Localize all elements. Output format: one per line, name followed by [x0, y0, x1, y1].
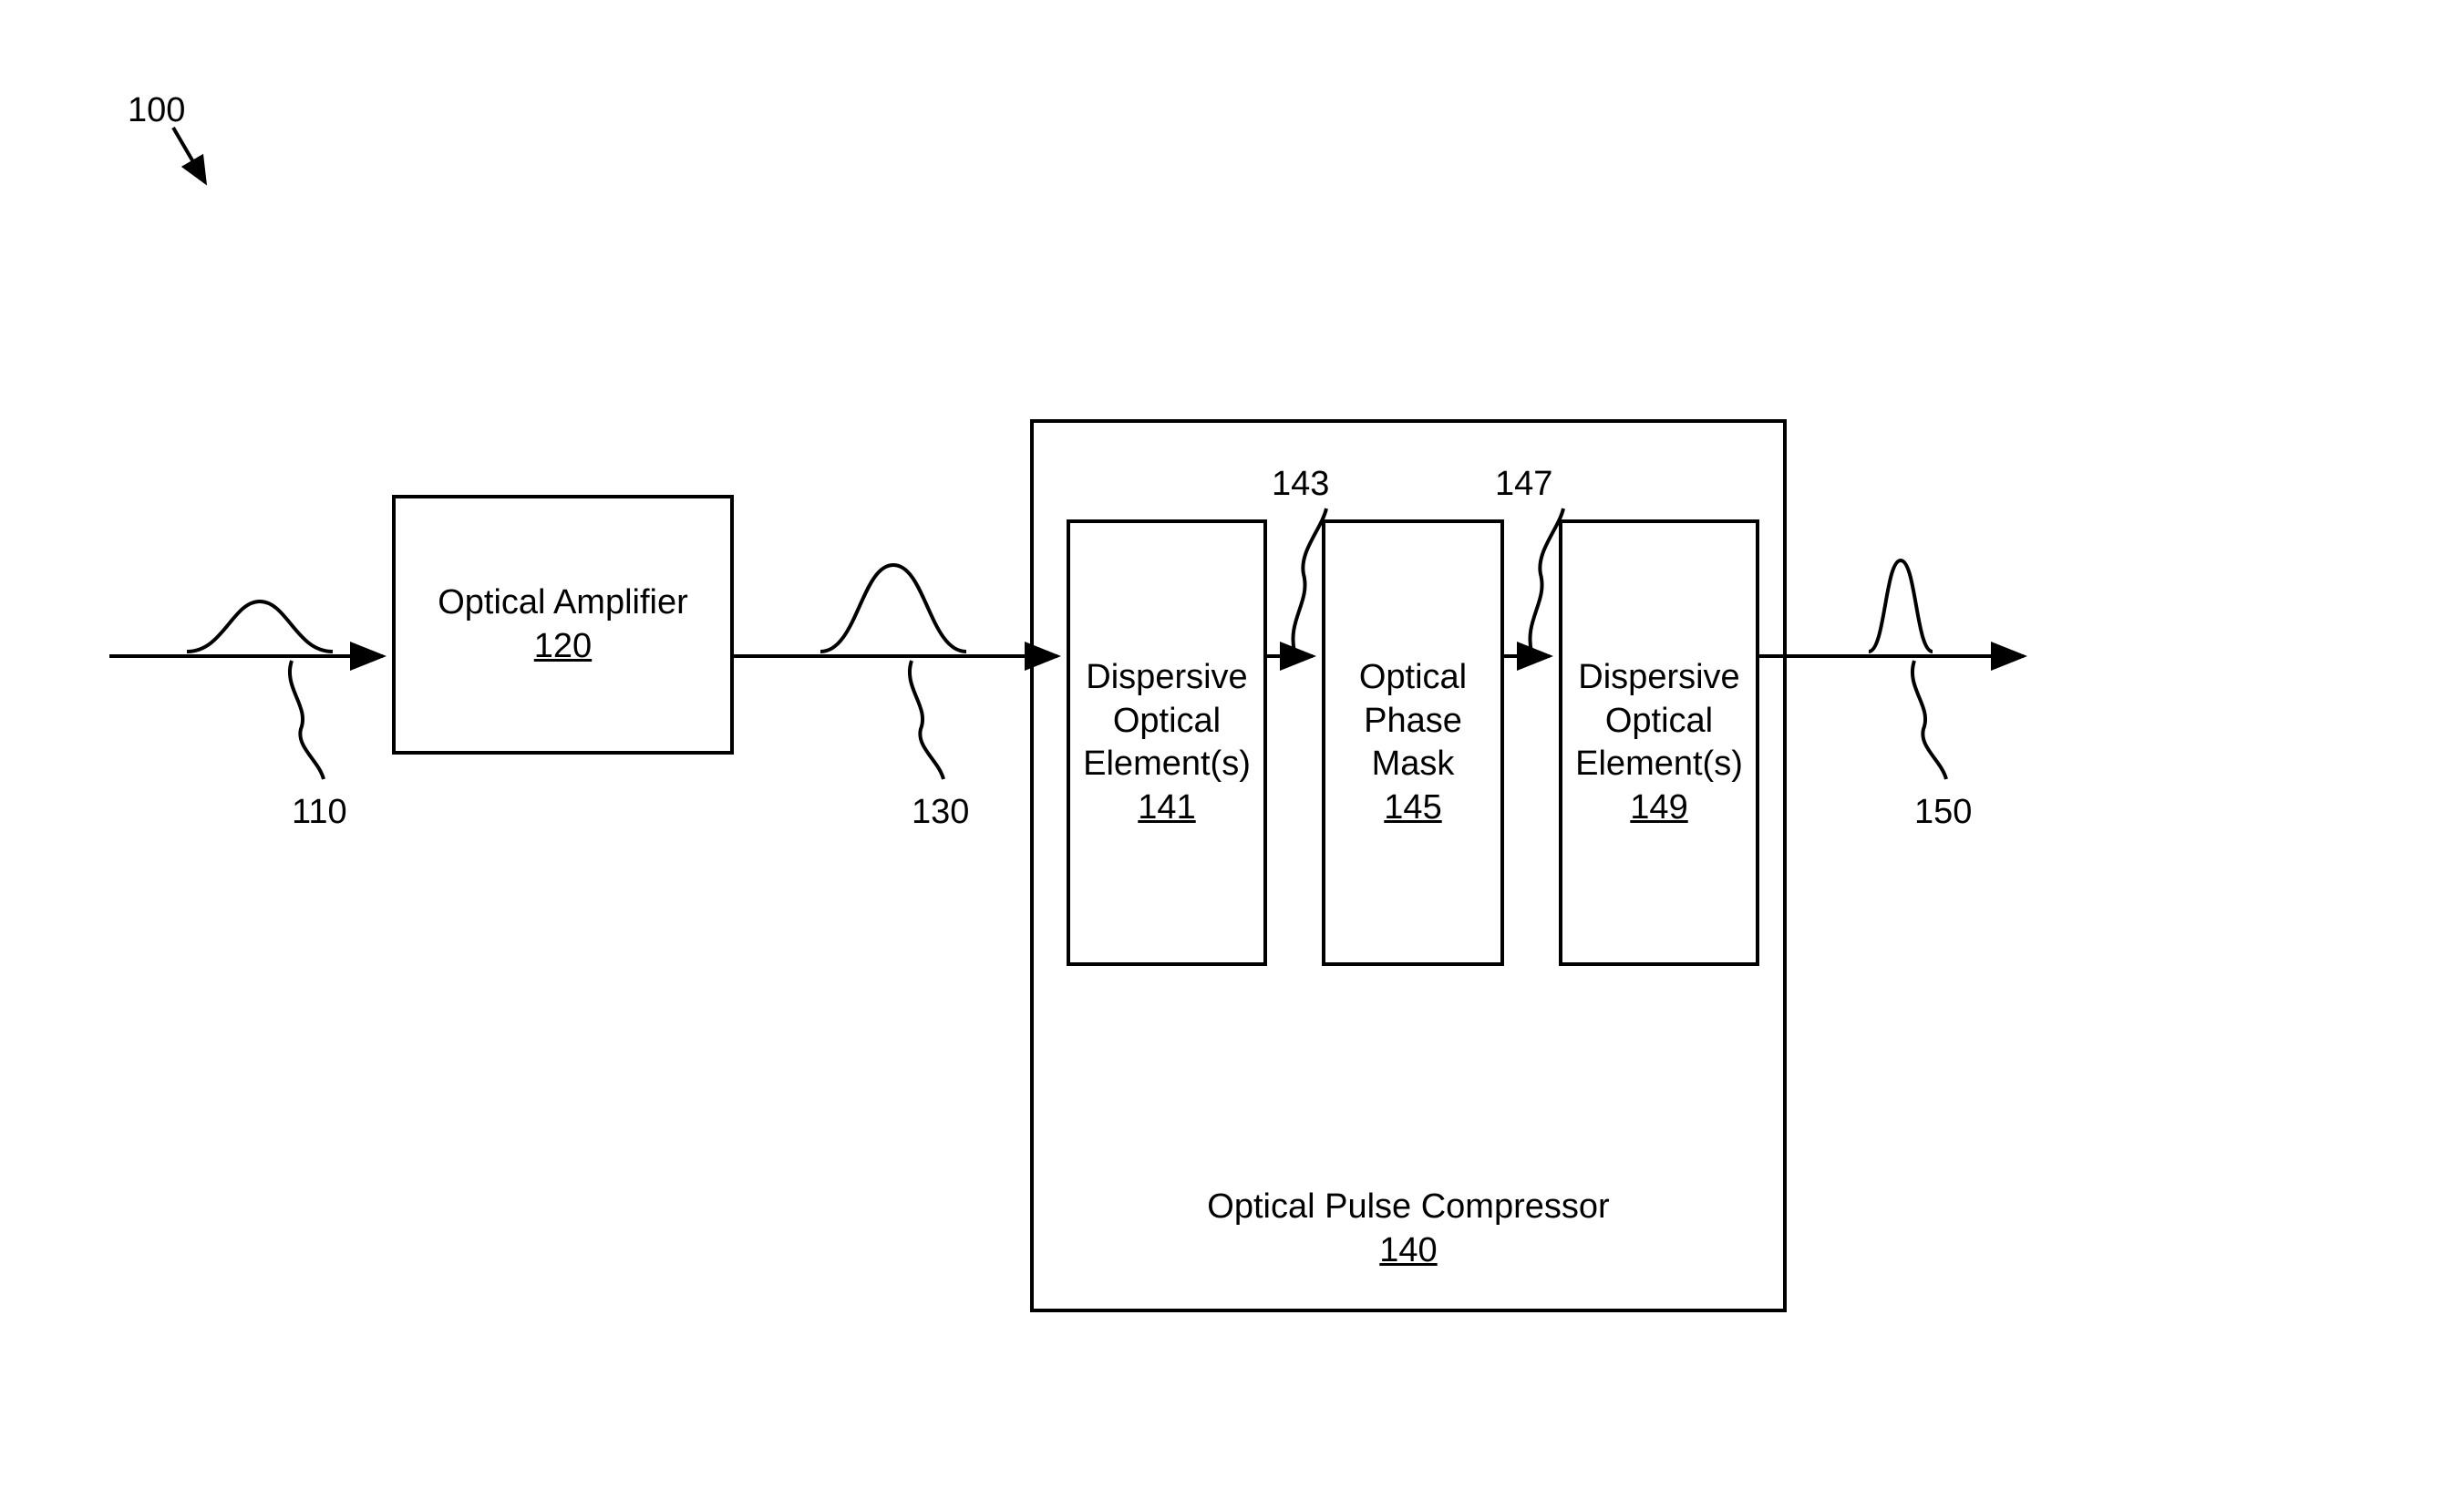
- pulse-130: [820, 565, 966, 652]
- mask-ref: 145: [1384, 788, 1441, 827]
- block-phase-mask: Optical Phase Mask 145: [1322, 519, 1504, 966]
- leader-150: [1912, 661, 1946, 779]
- mask-line3: Mask: [1372, 745, 1455, 783]
- amplifier-label-text: Optical Amplifier: [438, 583, 688, 622]
- block-dispersive-1: Dispersive Optical Element(s) 141: [1067, 519, 1267, 966]
- disp1-ref: 141: [1138, 788, 1195, 827]
- mask-line2: Phase: [1364, 702, 1462, 740]
- leader-110: [290, 661, 324, 779]
- ref-147: 147: [1495, 465, 1552, 504]
- leader-100: [173, 128, 205, 182]
- block-label: Optical Amplifier 120: [438, 581, 688, 668]
- block-optical-amplifier: Optical Amplifier 120: [392, 495, 734, 755]
- disp2-label: Dispersive Optical Element(s) 149: [1575, 656, 1743, 829]
- disp2-line1: Dispersive: [1578, 658, 1739, 696]
- leader-130: [910, 661, 943, 779]
- compressor-label: Optical Pulse Compressor 140: [1207, 1186, 1609, 1272]
- compressor-ref: 140: [1379, 1231, 1437, 1269]
- disp2-line3: Element(s): [1575, 745, 1743, 783]
- mask-line1: Optical: [1359, 658, 1467, 696]
- amplifier-ref: 120: [534, 627, 592, 665]
- figure-ref-100: 100: [128, 91, 185, 130]
- ref-150: 150: [1914, 793, 1972, 832]
- disp1-line1: Dispersive: [1086, 658, 1247, 696]
- disp2-line2: Optical: [1605, 702, 1713, 740]
- ref-110: 110: [292, 793, 347, 832]
- diagram-canvas: 100 Optical Amplifier 120 Optical Pulse …: [0, 0, 2464, 1500]
- pulse-150: [1869, 560, 1933, 652]
- compressor-label-text: Optical Pulse Compressor: [1207, 1187, 1609, 1226]
- mask-label: Optical Phase Mask 145: [1359, 656, 1467, 829]
- disp1-line3: Element(s): [1083, 745, 1251, 783]
- pulse-110: [187, 601, 333, 652]
- disp1-label: Dispersive Optical Element(s) 141: [1083, 656, 1251, 829]
- disp1-line2: Optical: [1113, 702, 1221, 740]
- block-dispersive-2: Dispersive Optical Element(s) 149: [1559, 519, 1759, 966]
- ref-130: 130: [912, 793, 969, 832]
- ref-143: 143: [1272, 465, 1329, 504]
- disp2-ref: 149: [1630, 788, 1687, 827]
